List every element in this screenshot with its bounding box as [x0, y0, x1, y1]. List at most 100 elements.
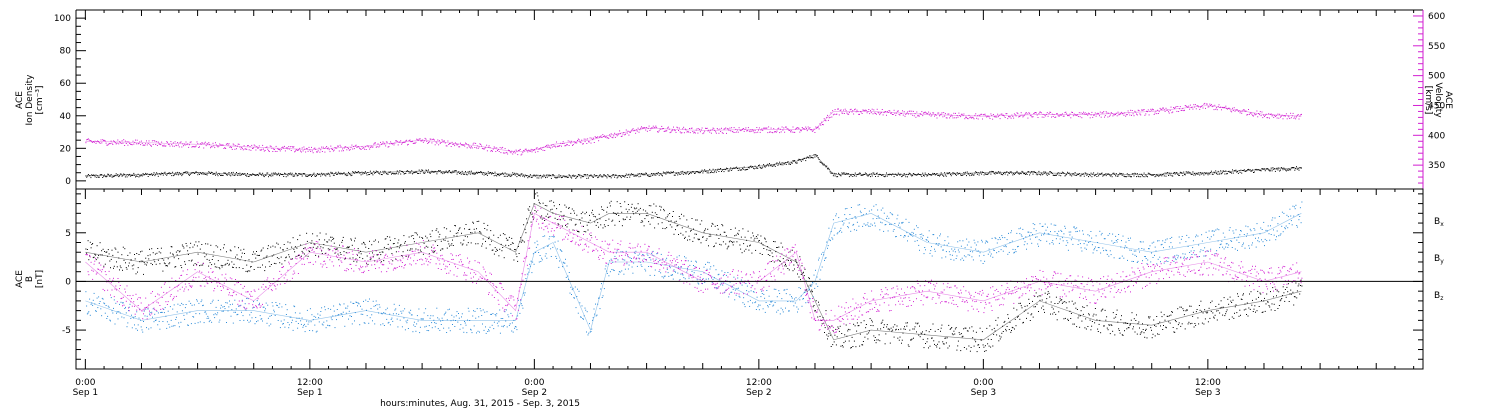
data-point: [656, 206, 657, 207]
data-point: [267, 256, 268, 257]
data-point: [766, 128, 767, 129]
data-point: [873, 325, 874, 326]
data-point: [135, 316, 136, 317]
data-point: [748, 250, 749, 251]
data-point: [87, 139, 88, 140]
data-point: [144, 145, 145, 146]
data-point: [653, 126, 654, 127]
data-point: [484, 223, 485, 224]
data-point: [485, 241, 486, 242]
data-point: [1064, 116, 1065, 117]
data-point: [248, 270, 249, 271]
data-point: [819, 128, 820, 129]
data-point: [173, 175, 174, 176]
data-point: [406, 140, 407, 141]
data-point: [594, 142, 595, 143]
data-point: [810, 157, 811, 158]
data-point: [319, 148, 320, 149]
data-point: [612, 137, 613, 138]
data-point: [92, 305, 93, 306]
data-point: [955, 113, 956, 114]
data-point: [378, 173, 379, 174]
data-point: [1198, 174, 1199, 175]
data-point: [1145, 330, 1146, 331]
data-point: [883, 114, 884, 115]
data-point: [1094, 322, 1095, 323]
data-point: [873, 173, 874, 174]
data-point: [1127, 114, 1128, 115]
data-point: [452, 142, 453, 143]
data-point: [146, 265, 147, 266]
data-point: [958, 341, 959, 342]
data-point: [1222, 315, 1223, 316]
data-point: [87, 249, 88, 250]
data-point: [1065, 175, 1066, 176]
data-point: [570, 177, 571, 178]
data-point: [1150, 316, 1151, 317]
data-point: [353, 303, 354, 304]
data-point: [1182, 110, 1183, 111]
data-point: [97, 307, 98, 308]
data-point: [1073, 304, 1074, 305]
data-point: [268, 245, 269, 246]
data-point: [369, 299, 370, 300]
data-point: [1178, 324, 1179, 325]
data-point: [128, 265, 129, 266]
data-point: [483, 148, 484, 149]
data-point: [887, 324, 888, 325]
data-point: [662, 228, 663, 229]
data-point: [1043, 117, 1044, 118]
data-point: [799, 256, 800, 257]
data-point: [505, 152, 506, 153]
data-point: [1057, 174, 1058, 175]
data-point: [140, 251, 141, 252]
data-point: [1022, 116, 1023, 117]
data-point: [733, 244, 734, 245]
data-point: [117, 266, 118, 267]
data-point: [498, 174, 499, 175]
data-point: [457, 232, 458, 233]
data-point: [486, 248, 487, 249]
data-point: [236, 267, 237, 268]
data-point: [486, 173, 487, 174]
data-point: [189, 175, 190, 176]
data-point: [566, 207, 567, 208]
data-point: [279, 149, 280, 150]
data-point: [536, 175, 537, 176]
data-point: [716, 133, 717, 134]
data-point: [815, 310, 816, 311]
data-point: [398, 173, 399, 174]
data-point: [226, 144, 227, 145]
data-point: [739, 230, 740, 231]
data-point: [369, 241, 370, 242]
data-point: [666, 172, 667, 173]
data-point: [1277, 169, 1278, 170]
data-point: [534, 210, 535, 211]
data-point: [625, 219, 626, 220]
data-point: [101, 315, 102, 316]
data-point: [436, 230, 437, 231]
data-point: [1049, 113, 1050, 114]
data-point: [925, 343, 926, 344]
data-point: [90, 177, 91, 178]
data-point: [923, 113, 924, 114]
data-point: [1176, 321, 1177, 322]
data-point: [415, 232, 416, 233]
data-point: [1288, 283, 1289, 284]
data-point: [1188, 322, 1189, 323]
data-point: [501, 250, 502, 251]
data-point: [236, 308, 237, 309]
data-point: [1203, 108, 1204, 109]
data-point: [688, 132, 689, 133]
data-point: [107, 145, 108, 146]
data-point: [216, 314, 217, 315]
data-point: [222, 265, 223, 266]
data-point: [762, 130, 763, 131]
data-point: [1223, 307, 1224, 308]
data-point: [918, 335, 919, 336]
data-point: [1058, 311, 1059, 312]
data-point: [305, 247, 306, 248]
data-point: [139, 318, 140, 319]
data-point: [374, 143, 375, 144]
data-point: [1053, 309, 1054, 310]
